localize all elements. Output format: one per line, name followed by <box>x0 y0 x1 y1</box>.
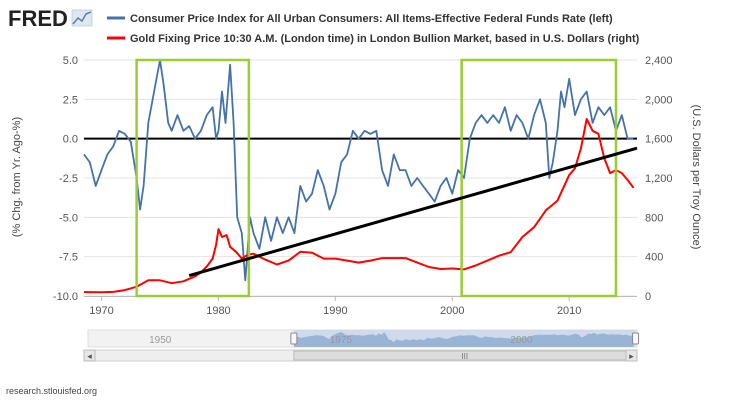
y-tick-label-left: -5.0 <box>59 212 78 224</box>
fred-logo: FRED <box>8 6 68 31</box>
chevron-right-icon: ▸ <box>629 351 634 361</box>
scrollbar-grip-icon: III <box>461 352 468 361</box>
plot-area: 5.0 2,400 2.5 2,000 0.0 1,600 -2.5 1,200 -5.0 800… <box>53 55 673 317</box>
y-tick-label-right: 1,200 <box>645 173 673 185</box>
navigator-series-area <box>293 332 634 347</box>
y-tick-label-right: 2,400 <box>645 55 673 67</box>
y-tick-label-left: 2.5 <box>63 94 78 106</box>
navigator-handle-right[interactable] <box>632 332 640 345</box>
y-axis-title-left: (% Chg. from Yr. Ago-%) <box>11 117 23 237</box>
y-tick-label-right: 1,600 <box>645 134 673 146</box>
legend-label-cpi: Consumer Price Index for All Urban Consu… <box>130 13 613 25</box>
x-tick-label: 2000 <box>440 305 464 317</box>
navigator-handle-left[interactable] <box>290 332 298 345</box>
y-tick-label-right: 0 <box>645 291 651 303</box>
navigator[interactable]: 1950 1975 2000 ◂ ▸ III <box>83 329 640 362</box>
chart-line-icon <box>71 9 93 27</box>
x-tick-label: 2010 <box>557 305 581 317</box>
series-line-gold-price <box>83 118 635 294</box>
source-credit: research.stlouisfed.org <box>6 386 98 396</box>
y-tick-label-left: -2.5 <box>59 173 78 185</box>
y-tick-label-right: 2,000 <box>645 94 673 106</box>
scroll-left-button[interactable] <box>83 349 96 362</box>
y-tick-label-right: 400 <box>645 252 663 264</box>
navigator-year-label: 1950 <box>149 335 172 346</box>
y-axis-title-right: (U.S. Dollars per Troy Ounce) <box>690 105 702 250</box>
y-tick-label-left: 5.0 <box>63 55 78 67</box>
trend-line <box>188 146 638 277</box>
highlight-box <box>460 58 618 298</box>
x-tick-label: 1990 <box>323 305 347 317</box>
x-tick-label: 1980 <box>206 305 230 317</box>
highlight-box <box>135 58 251 298</box>
navigator-year-label: 1975 <box>330 335 353 346</box>
x-tick-label: 1970 <box>89 305 113 317</box>
y-tick-label-right: 800 <box>645 212 663 224</box>
header: FRED Consumer Price Index for All Urban … <box>8 6 640 45</box>
y-tick-label-left: 0.0 <box>63 134 78 146</box>
y-tick-label-left: -7.5 <box>59 252 78 264</box>
chevron-left-icon: ◂ <box>87 351 92 361</box>
legend-label-gold: Gold Fixing Price 10:30 A.M. (London tim… <box>130 33 640 45</box>
scroll-right-button[interactable] <box>625 349 638 362</box>
y-tick-label-left: -10.0 <box>53 291 78 303</box>
series-line-cpi-fedfunds <box>83 59 634 282</box>
navigator-year-label: 2000 <box>510 335 533 346</box>
